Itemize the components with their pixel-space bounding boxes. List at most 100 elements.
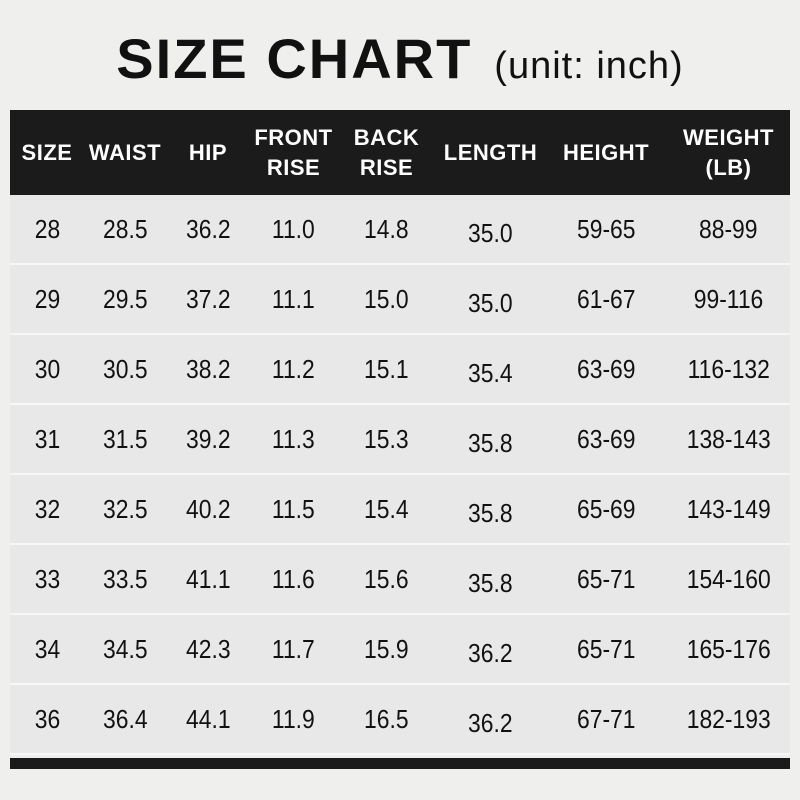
column-header: BACK RISE (353, 124, 420, 180)
table-cell: 35.8 (436, 545, 545, 613)
cell-value: 138-143 (686, 423, 771, 454)
table-row: 36 36.4 44.1 11.9 16.5 36.2 67-71 182-193 (10, 685, 790, 755)
table-row: 30 30.5 38.2 11.2 15.1 35.4 63-69 116-132 (10, 335, 790, 405)
table-cell: 15.6 (337, 545, 436, 613)
table-cell: 11.3 (250, 405, 337, 473)
table-cell: 15.3 (337, 405, 436, 473)
page-title: SIZE CHART (116, 27, 473, 90)
table-cell: 154-160 (667, 545, 790, 613)
cell-value: 15.9 (364, 633, 409, 664)
table-cell: 35.0 (436, 265, 545, 333)
cell-value: 99-116 (693, 283, 764, 314)
table-row: 33 33.5 41.1 11.6 15.6 35.8 65-71 154-160 (10, 545, 790, 615)
table-cell: 138-143 (667, 405, 790, 473)
table-cell: 30.5 (84, 335, 166, 403)
column-header: FRONT RISE (254, 124, 333, 180)
cell-value: 154-160 (686, 563, 771, 594)
cell-value: 15.4 (364, 493, 409, 524)
table-cell: 36.2 (166, 195, 250, 263)
cell-value: 11.3 (272, 423, 315, 454)
table-cell: 38.2 (166, 335, 250, 403)
cell-value: 15.6 (364, 563, 409, 594)
table-cell: 65-71 (545, 615, 667, 683)
table-cell: 32 (10, 475, 84, 543)
table-cell: 31.5 (84, 405, 166, 473)
table-cell: 34 (10, 615, 84, 683)
cell-value: 16.5 (364, 703, 409, 734)
unit-label: (unit: inch) (494, 45, 684, 87)
table-row: 28 28.5 36.2 11.0 14.8 35.0 59-65 88-99 (10, 195, 790, 265)
table-cell: 35.4 (436, 335, 545, 403)
cell-value: 30.5 (102, 353, 148, 384)
table-cell: 61-67 (545, 265, 667, 333)
cell-value: 61-67 (576, 283, 636, 314)
cell-value: 11.9 (272, 703, 315, 734)
table-row: 32 32.5 40.2 11.5 15.4 35.8 65-69 143-149 (10, 475, 790, 545)
table-cell: 14.8 (337, 195, 436, 263)
cell-value: 11.7 (272, 633, 315, 664)
column-header: WAIST (88, 139, 162, 165)
cell-value: 11.5 (272, 493, 315, 524)
table-cell: 35.0 (436, 195, 545, 263)
cell-value: 35.0 (468, 287, 513, 318)
table-cell: 11.1 (250, 265, 337, 333)
table-cell: 33 (10, 545, 84, 613)
table-cell: 15.0 (337, 265, 436, 333)
cell-value: 36.2 (468, 637, 513, 668)
cell-value: 36.4 (102, 703, 148, 734)
cell-value: 28 (34, 213, 60, 244)
cell-value: 41.1 (185, 563, 231, 594)
table-cell: 11.5 (250, 475, 337, 543)
table-cell: 67-71 (545, 685, 667, 753)
table-cell: 11.6 (250, 545, 337, 613)
cell-value: 32 (34, 493, 60, 524)
table-cell: 36 (10, 685, 84, 753)
table-cell: 16.5 (337, 685, 436, 753)
table-cell: 15.4 (337, 475, 436, 543)
table-cell: 28.5 (84, 195, 166, 263)
table-cell: 15.9 (337, 615, 436, 683)
cell-value: 44.1 (185, 703, 231, 734)
cell-value: 31 (34, 423, 60, 454)
table-cell: 31 (10, 405, 84, 473)
table-bottom-bar (10, 758, 790, 769)
table-cell: 59-65 (545, 195, 667, 263)
table-row: 34 34.5 42.3 11.7 15.9 36.2 65-71 165-176 (10, 615, 790, 685)
cell-value: 59-65 (576, 213, 636, 244)
cell-value: 38.2 (185, 353, 231, 384)
table-cell: 15.1 (337, 335, 436, 403)
table-cell: 182-193 (667, 685, 790, 753)
table-cell: 11.7 (250, 615, 337, 683)
column-header: HEIGHT (562, 139, 650, 165)
table-cell: 44.1 (166, 685, 250, 753)
cell-value: 42.3 (185, 633, 231, 664)
cell-value: 143-149 (686, 493, 771, 524)
cell-value: 37.2 (185, 283, 231, 314)
cell-value: 33 (34, 563, 60, 594)
cell-value: 34 (34, 633, 60, 664)
table-cell: 40.2 (166, 475, 250, 543)
table-cell: 99-116 (667, 265, 790, 333)
column-header: WEIGHT (LB) (683, 124, 774, 180)
table-cell: 165-176 (667, 615, 790, 683)
table-cell: 30 (10, 335, 84, 403)
table-cell: 63-69 (545, 405, 667, 473)
cell-value: 34.5 (102, 633, 148, 664)
cell-value: 31.5 (102, 423, 148, 454)
table-cell: 11.0 (250, 195, 337, 263)
cell-value: 30 (34, 353, 60, 384)
table-cell: 32.5 (84, 475, 166, 543)
cell-value: 116-132 (687, 353, 770, 384)
table-row: 29 29.5 37.2 11.1 15.0 35.0 61-67 99-116 (10, 265, 790, 335)
cell-value: 11.0 (272, 213, 315, 244)
cell-value: 36.2 (185, 213, 231, 244)
cell-value: 65-69 (576, 493, 636, 524)
table-cell: 33.5 (84, 545, 166, 613)
column-header: LENGTH (443, 139, 538, 165)
table-cell: 11.9 (250, 685, 337, 753)
table-cell: 88-99 (667, 195, 790, 263)
column-header: SIZE (21, 139, 73, 165)
cell-value: 63-69 (576, 423, 636, 454)
table-cell: 143-149 (667, 475, 790, 543)
cell-value: 15.3 (364, 423, 409, 454)
